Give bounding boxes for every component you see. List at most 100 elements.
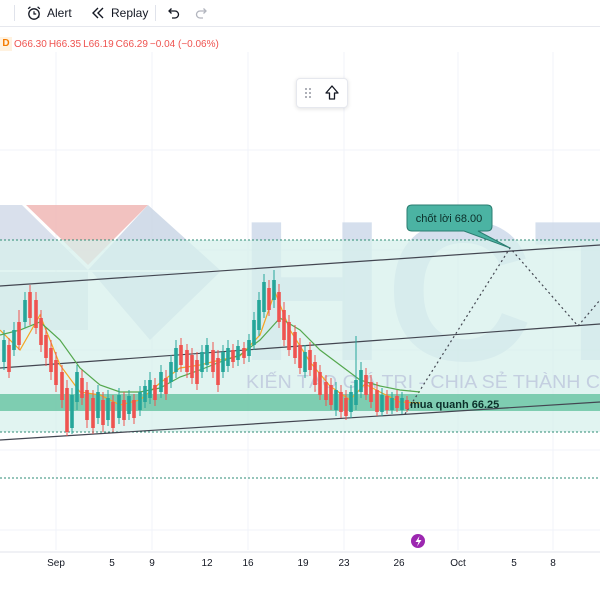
candle-body: [23, 300, 27, 322]
time-axis-label: 16: [242, 558, 254, 569]
candle-body: [329, 385, 333, 405]
candle-body: [143, 386, 147, 402]
candle-body: [96, 392, 100, 418]
event-marker[interactable]: [411, 534, 425, 548]
time-axis-label: 5: [109, 558, 115, 569]
candle-body: [262, 282, 266, 312]
candle-body: [287, 322, 291, 350]
candle-body: [303, 352, 307, 372]
candle-body: [122, 400, 126, 420]
candle-body: [282, 310, 286, 340]
candle-body: [117, 395, 121, 418]
price-chart[interactable]: HCT KIẾN TẠO GIÁ TRỊ - CHIA SẺ THÀNH C c…: [0, 52, 600, 600]
alarm-clock-icon: [27, 6, 41, 20]
time-axis-label: 23: [338, 558, 350, 569]
candle-body: [174, 348, 178, 372]
redo-icon: [195, 8, 207, 19]
toolbar-divider: [14, 5, 15, 21]
candle-body: [91, 398, 95, 428]
open-value: O66.30: [14, 38, 47, 50]
interval-badge[interactable]: D: [0, 37, 12, 51]
time-axis-label: 9: [149, 558, 155, 569]
candle-body: [39, 318, 43, 345]
candle-body: [369, 382, 373, 402]
ohlc-legend: D O66.30 H66.35 L66.19 C66.29 −0.04 (−0.…: [0, 36, 221, 52]
candle-body: [308, 350, 312, 370]
candle-body: [242, 348, 246, 358]
candle-body: [385, 396, 389, 410]
candle-body: [179, 345, 183, 365]
lightning-icon: [415, 536, 422, 547]
candle-body: [354, 380, 358, 405]
low-value: L66.19: [83, 38, 114, 50]
candle-body: [138, 392, 142, 410]
candle-body: [205, 345, 209, 365]
candle-body: [111, 402, 115, 428]
candle-body: [211, 350, 215, 372]
candle-body: [277, 292, 281, 322]
rewind-icon: [92, 7, 104, 19]
top-toolbar: Alert Replay: [0, 0, 600, 27]
candle-body: [148, 380, 152, 398]
candle-body: [247, 340, 251, 356]
candle-body: [70, 395, 74, 428]
candle-body: [405, 400, 409, 409]
candle-body: [2, 340, 6, 362]
candle-body: [7, 345, 11, 372]
candle-body: [106, 398, 110, 420]
candle-body: [231, 350, 235, 362]
projection-path: [404, 246, 600, 415]
candle-body: [65, 388, 69, 432]
arrow-up-icon[interactable]: [323, 84, 341, 102]
replay-label: Replay: [111, 6, 149, 20]
alert-button[interactable]: Alert: [26, 4, 72, 22]
drag-handle-icon[interactable]: [303, 86, 313, 100]
take-profit-callout[interactable]: chốt lời 68.00: [406, 204, 511, 249]
candle-body: [216, 358, 220, 385]
candle-body: [272, 280, 276, 300]
candle-body: [364, 375, 368, 395]
candle-body: [375, 390, 379, 412]
candle-body: [12, 330, 16, 350]
time-axis-label: 5: [511, 558, 517, 569]
time-axis-label: 26: [393, 558, 405, 569]
candle-body: [226, 348, 230, 366]
candle-body: [293, 332, 297, 358]
candle-body: [236, 346, 240, 360]
time-axis-label: Oct: [450, 558, 466, 569]
candle-body: [80, 378, 84, 398]
candle-body: [60, 372, 64, 400]
candle-body: [28, 292, 32, 318]
time-axis-label: 8: [550, 558, 556, 569]
candle-body: [49, 348, 53, 372]
replay-button[interactable]: Replay: [90, 4, 148, 22]
time-axis-label: Sep: [47, 558, 65, 569]
watermark-slogan: KIẾN TẠO GIÁ TRỊ - CHIA SẺ THÀNH C: [246, 371, 600, 392]
toolbar-divider: [155, 5, 156, 21]
redo-button[interactable]: [194, 4, 210, 22]
candle-body: [313, 362, 317, 385]
candle-body: [200, 352, 204, 372]
ma-slow-line: [0, 317, 421, 393]
candle-body: [395, 396, 399, 408]
candle-body: [164, 378, 168, 394]
candle-body: [169, 362, 173, 382]
high-value: H66.35: [48, 38, 82, 50]
channel-lower-line: [0, 401, 600, 441]
candle-body: [380, 395, 384, 412]
candle-body: [132, 400, 136, 418]
candle-body: [390, 398, 394, 410]
undo-button[interactable]: [165, 4, 181, 22]
candle-body: [17, 322, 21, 345]
candle-body: [267, 288, 271, 310]
candle-body: [318, 372, 322, 395]
candle-body: [324, 382, 328, 400]
undo-icon: [168, 8, 180, 19]
candle-body: [344, 398, 348, 416]
candle-body: [190, 355, 194, 378]
candle-body: [54, 360, 58, 385]
candle-body: [349, 392, 353, 412]
candle-body: [195, 360, 199, 384]
candle-body: [334, 390, 338, 410]
entry-band: [0, 394, 600, 411]
